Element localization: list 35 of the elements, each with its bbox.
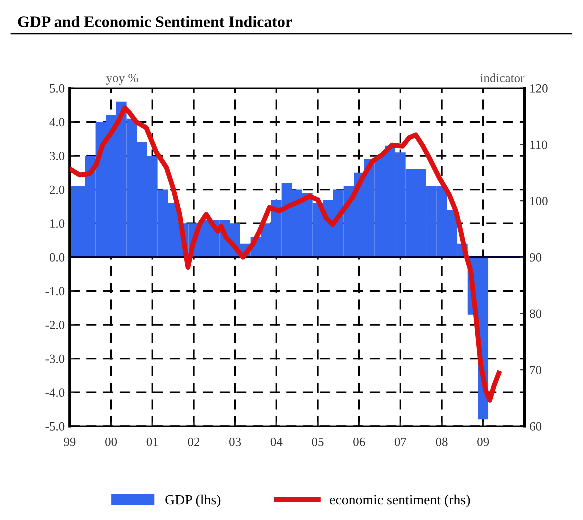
- x-tick-label: 07: [394, 438, 407, 446]
- x-tick-label: 02: [188, 438, 200, 446]
- y-tick-label: -4.0: [46, 388, 65, 398]
- y-tick-label: 1.0: [50, 220, 65, 228]
- y-tick-label: -1.0: [46, 287, 65, 296]
- legend-label: GDP (lhs): [166, 494, 221, 508]
- y-tick-label: -5.0: [46, 422, 65, 431]
- legend-label: economic sentiment (rhs): [330, 494, 470, 508]
- y2-tick-label: 120: [530, 84, 548, 93]
- y2-tick-label: 100: [530, 197, 548, 206]
- y2-tick-label: 70: [530, 366, 542, 375]
- y-tick-label: 2.0: [50, 186, 65, 194]
- chart-title: GDP and Economic Sentiment Indicator: [18, 16, 292, 28]
- y-tick-label: -2.0: [46, 321, 65, 330]
- y2-tick-label: 90: [530, 253, 542, 262]
- x-tick-label: 03: [230, 438, 242, 446]
- y-tick-label: 0.0: [50, 253, 65, 262]
- y-tick-label: 3.0: [50, 152, 65, 161]
- y-axis-title: yoy %: [106, 74, 138, 86]
- y2-tick-label: 110: [530, 140, 548, 150]
- y2-axis-title: indicator: [480, 74, 525, 82]
- x-tick-label: 01: [146, 438, 158, 446]
- y2-tick-label: 60: [530, 422, 542, 431]
- x-tick-label: 06: [354, 438, 366, 446]
- x-tick-label: 09: [478, 438, 490, 446]
- y2-tick-label: 80: [530, 310, 542, 318]
- y-tick-label: 5.0: [50, 84, 65, 93]
- y-tick-label: 4.0: [50, 118, 65, 127]
- x-tick-label: 99: [64, 438, 76, 446]
- x-tick-label: 08: [436, 438, 448, 446]
- x-tick-label: 05: [312, 438, 324, 446]
- y-tick-label: -3.0: [46, 354, 65, 364]
- line-series: [70, 106, 502, 403]
- x-tick-label: 04: [270, 438, 283, 446]
- x-tick-label: 00: [106, 438, 118, 446]
